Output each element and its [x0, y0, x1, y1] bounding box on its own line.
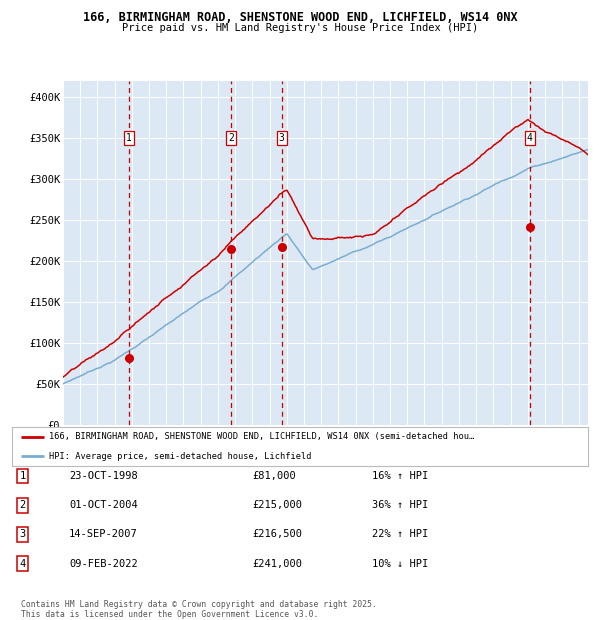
- Text: 16% ↑ HPI: 16% ↑ HPI: [372, 471, 428, 481]
- Text: 01-OCT-2004: 01-OCT-2004: [69, 500, 138, 510]
- Text: 4: 4: [527, 133, 533, 143]
- Text: 10% ↓ HPI: 10% ↓ HPI: [372, 559, 428, 569]
- Text: 09-FEB-2022: 09-FEB-2022: [69, 559, 138, 569]
- Text: Price paid vs. HM Land Registry's House Price Index (HPI): Price paid vs. HM Land Registry's House …: [122, 23, 478, 33]
- Text: 23-OCT-1998: 23-OCT-1998: [69, 471, 138, 481]
- Text: £216,500: £216,500: [252, 529, 302, 539]
- Text: Contains HM Land Registry data © Crown copyright and database right 2025.
This d: Contains HM Land Registry data © Crown c…: [21, 600, 377, 619]
- Text: 22% ↑ HPI: 22% ↑ HPI: [372, 529, 428, 539]
- Text: 14-SEP-2007: 14-SEP-2007: [69, 529, 138, 539]
- Text: 3: 3: [279, 133, 285, 143]
- Text: £241,000: £241,000: [252, 559, 302, 569]
- Text: HPI: Average price, semi-detached house, Lichfield: HPI: Average price, semi-detached house,…: [49, 452, 312, 461]
- Text: 1: 1: [20, 471, 26, 481]
- Text: £215,000: £215,000: [252, 500, 302, 510]
- Text: 1: 1: [125, 133, 131, 143]
- Text: 36% ↑ HPI: 36% ↑ HPI: [372, 500, 428, 510]
- Text: 2: 2: [20, 500, 26, 510]
- Text: 3: 3: [20, 529, 26, 539]
- Text: 166, BIRMINGHAM ROAD, SHENSTONE WOOD END, LICHFIELD, WS14 0NX: 166, BIRMINGHAM ROAD, SHENSTONE WOOD END…: [83, 11, 517, 24]
- Text: £81,000: £81,000: [252, 471, 296, 481]
- Text: 2: 2: [228, 133, 234, 143]
- Text: 4: 4: [20, 559, 26, 569]
- Text: 166, BIRMINGHAM ROAD, SHENSTONE WOOD END, LICHFIELD, WS14 0NX (semi-detached hou: 166, BIRMINGHAM ROAD, SHENSTONE WOOD END…: [49, 432, 475, 441]
